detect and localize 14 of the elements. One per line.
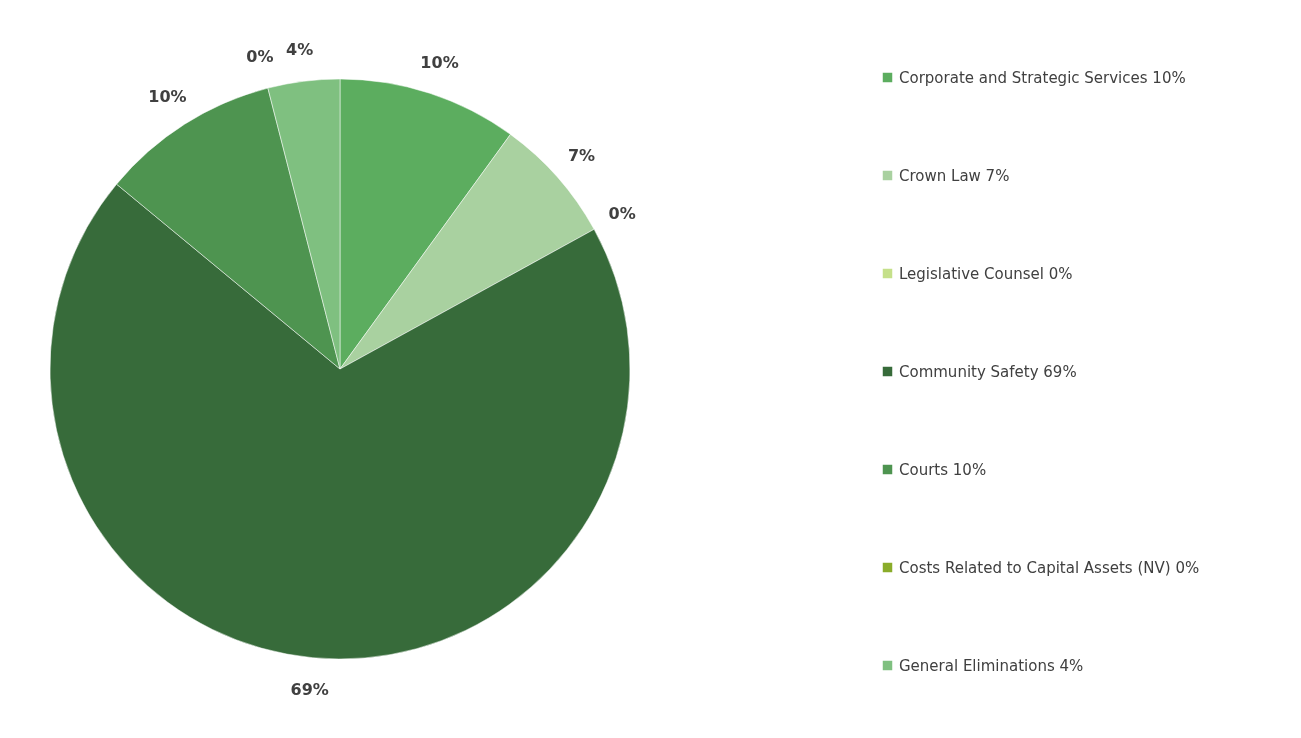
- legend-label: Courts 10%: [899, 460, 987, 479]
- legend-label: General Eliminations 4%: [899, 656, 1084, 675]
- legend-label: Crown Law 7%: [899, 166, 1010, 185]
- data-label: 69%: [290, 679, 329, 699]
- legend-label: Legislative Counsel 0%: [899, 264, 1073, 283]
- legend-label: Costs Related to Capital Assets (NV) 0%: [899, 558, 1200, 577]
- legend-label: Community Safety 69%: [899, 362, 1077, 381]
- text: 0%: [608, 203, 636, 223]
- data-label: 7%: [567, 146, 596, 166]
- data-label: 4%: [286, 39, 314, 59]
- data-label: 10%: [420, 52, 459, 72]
- text: 0%: [246, 47, 274, 67]
- data-label: 10%: [148, 87, 187, 107]
- legend-label: Corporate and Strategic Services 10%: [899, 68, 1186, 87]
